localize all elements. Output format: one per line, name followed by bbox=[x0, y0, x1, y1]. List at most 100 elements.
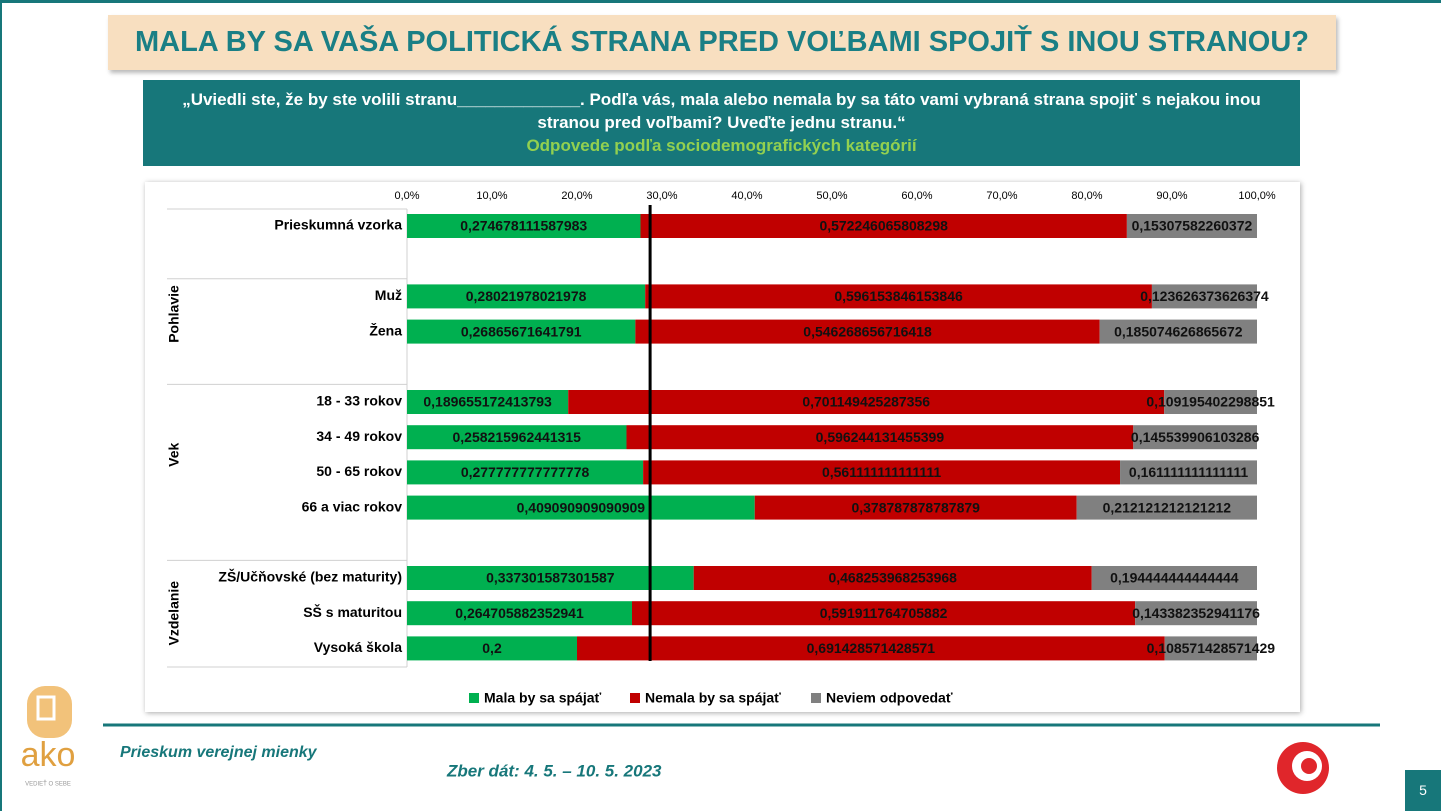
data-label: 0,561111111111111 bbox=[822, 464, 941, 480]
category-label: 18 - 33 rokov bbox=[316, 393, 402, 409]
data-label: 0,109195402298851 bbox=[1146, 394, 1275, 410]
data-label: 0,274678111587983 bbox=[460, 218, 587, 234]
logo-maze bbox=[36, 695, 56, 721]
category-label: ZŠ/Učňovské (bez maturity) bbox=[218, 568, 402, 585]
bar-segment bbox=[1099, 319, 1257, 344]
logo-core bbox=[1301, 758, 1317, 774]
x-tick-label: 20,0% bbox=[561, 190, 592, 202]
bar-segment bbox=[1120, 460, 1257, 485]
logo-head bbox=[27, 686, 72, 738]
bar-segment bbox=[407, 425, 627, 450]
data-label: 0,409090909090909 bbox=[517, 499, 646, 515]
data-label: 0,161111111111111 bbox=[1129, 464, 1248, 480]
bar-segment bbox=[693, 566, 1092, 590]
bar-segment bbox=[577, 636, 1165, 661]
x-tick-label: 10,0% bbox=[476, 190, 507, 202]
bar-segment bbox=[407, 566, 694, 590]
legend-swatch bbox=[811, 693, 821, 703]
x-tick-label: 0,0% bbox=[394, 190, 419, 202]
bar-segment bbox=[635, 319, 1100, 344]
category-label: 50 - 65 rokov bbox=[316, 463, 402, 479]
subtitle: Odpovede podľa sociodemografických kateg… bbox=[526, 136, 917, 155]
data-label: 0,123626373626374 bbox=[1140, 288, 1269, 304]
data-label: 0,26865671641791 bbox=[461, 323, 582, 339]
data-label: 0,596244131455399 bbox=[816, 429, 945, 445]
data-label: 0,468253968253968 bbox=[828, 570, 957, 586]
data-label: 0,143382352941176 bbox=[1132, 605, 1260, 621]
x-tick-label: 60,0% bbox=[901, 190, 932, 202]
data-label: 0,189655172413793 bbox=[423, 394, 552, 410]
legend-swatch bbox=[469, 693, 479, 703]
bar-segment bbox=[632, 601, 1136, 626]
bar-segment bbox=[1151, 284, 1257, 309]
category-label: 34 - 49 rokov bbox=[316, 428, 402, 444]
question: „Uviedli ste, že by ste volili stranu___… bbox=[182, 90, 1261, 132]
bar-segment bbox=[1091, 566, 1257, 590]
data-label: 0,15307582260372 bbox=[1132, 218, 1253, 234]
category-label: SŠ s maturitou bbox=[303, 603, 402, 620]
survey-label: Prieskum verejnej mienky bbox=[120, 744, 318, 761]
data-label: 0,277777777777778 bbox=[461, 464, 590, 480]
data-label: 0,145539906103286 bbox=[1131, 429, 1260, 445]
data-label: 0,572246065808298 bbox=[819, 218, 948, 234]
bar-segment bbox=[645, 284, 1152, 309]
data-label: 0,2 bbox=[482, 640, 502, 656]
category-label: Žena bbox=[369, 321, 402, 338]
bar-segment bbox=[643, 460, 1121, 485]
x-tick-label: 40,0% bbox=[731, 190, 762, 202]
question-box: „Uviedli ste, že by ste volili stranu___… bbox=[143, 80, 1300, 166]
group-label: Vek bbox=[166, 443, 182, 467]
data-label: 0,185074626865672 bbox=[1114, 323, 1243, 339]
bar-segment bbox=[407, 495, 755, 520]
page-number: 5 bbox=[1405, 770, 1441, 811]
data-label: 0,596153846153846 bbox=[834, 288, 963, 304]
logo-text: ako bbox=[21, 736, 76, 774]
bar-segment bbox=[1164, 636, 1257, 661]
category-label: Prieskumná vzorka bbox=[274, 217, 402, 233]
data-label: 0,28021978021978 bbox=[466, 288, 587, 304]
logo-tagline: VEDIEŤ O SEBE bbox=[25, 780, 71, 788]
category-label: 66 a viac rokov bbox=[302, 498, 403, 514]
bar-segment bbox=[407, 284, 646, 309]
data-label: 0,691428571428571 bbox=[807, 640, 936, 656]
bar-segment bbox=[568, 390, 1165, 414]
data-label: 0,258215962441315 bbox=[453, 429, 582, 445]
x-tick-label: 50,0% bbox=[816, 190, 847, 202]
x-tick-label: 80,0% bbox=[1071, 190, 1102, 202]
data-label: 0,194444444444444 bbox=[1110, 570, 1239, 586]
legend-swatch bbox=[630, 693, 640, 703]
legend-label: Nemala by sa spájať bbox=[645, 690, 781, 706]
category-label: Muž bbox=[375, 287, 402, 303]
data-label: 0,546268656716418 bbox=[803, 323, 932, 339]
data-label: 0,378787878787879 bbox=[851, 499, 980, 515]
group-label: Pohlavie bbox=[166, 285, 182, 343]
legend-label: Mala by sa spájať bbox=[484, 690, 602, 706]
bar-segment bbox=[407, 390, 569, 414]
group-label: Vzdelanie bbox=[166, 581, 182, 646]
bar-segment bbox=[1164, 390, 1257, 414]
ako-logo: ako VEDIEŤ O SEBE bbox=[21, 686, 76, 788]
data-label: 0,701149425287356 bbox=[802, 394, 930, 410]
data-label: 0,591911764705882 bbox=[820, 605, 948, 621]
bar-segment bbox=[1133, 425, 1257, 450]
data-label: 0,264705882352941 bbox=[455, 605, 584, 621]
partner-logo bbox=[1277, 742, 1329, 794]
x-tick-label: 30,0% bbox=[646, 190, 677, 202]
x-tick-label: 100,0% bbox=[1238, 190, 1276, 202]
dates-label: Zber dát: 4. 5. – 10. 5. 2023 bbox=[446, 761, 662, 780]
bar-segment bbox=[407, 319, 636, 344]
bar-segment bbox=[407, 636, 577, 661]
title: MALA BY SA VAŠA POLITICKÁ STRANA PRED VO… bbox=[108, 15, 1336, 70]
data-label: 0,337301587301587 bbox=[486, 570, 615, 586]
bar-segment bbox=[1126, 214, 1257, 238]
data-label: 0,108571428571429 bbox=[1147, 640, 1276, 656]
bar-segment bbox=[640, 214, 1127, 238]
data-label: 0,212121212121212 bbox=[1103, 499, 1232, 515]
x-tick-label: 70,0% bbox=[986, 190, 1017, 202]
bar-segment bbox=[407, 214, 641, 238]
bar-segment bbox=[407, 601, 632, 626]
x-tick-label: 90,0% bbox=[1156, 190, 1187, 202]
bar-segment bbox=[754, 495, 1077, 520]
